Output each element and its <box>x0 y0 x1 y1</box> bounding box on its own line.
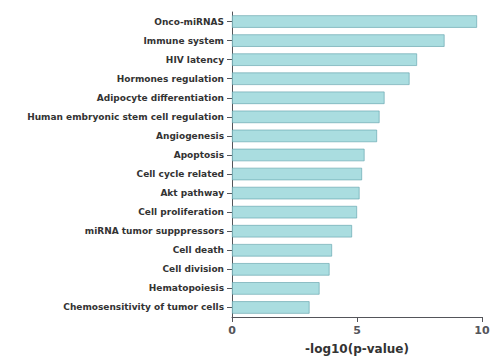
svg-text:5: 5 <box>353 324 361 337</box>
svg-text:Immune system: Immune system <box>143 36 224 46</box>
svg-text:Apoptosis: Apoptosis <box>174 150 224 160</box>
svg-text:Cell division: Cell division <box>162 264 224 274</box>
svg-text:Chemosensitivity of tumor cell: Chemosensitivity of tumor cells <box>63 302 224 312</box>
svg-text:Cell death: Cell death <box>173 245 224 255</box>
svg-text:miRNA tumor supppressors: miRNA tumor supppressors <box>85 226 224 236</box>
svg-text:Hormones regulation: Hormones regulation <box>117 74 224 84</box>
svg-text:Cell proliferation: Cell proliferation <box>138 207 224 217</box>
svg-text:Adipocyte differentiation: Adipocyte differentiation <box>97 93 224 103</box>
svg-text:Human embryonic stem cell regu: Human embryonic stem cell regulation <box>27 112 224 122</box>
svg-text:Cell cycle related: Cell cycle related <box>137 169 224 179</box>
svg-text:10: 10 <box>474 324 490 337</box>
svg-text:0: 0 <box>228 324 236 337</box>
svg-text:Angiogenesis: Angiogenesis <box>156 131 224 141</box>
svg-text:Onco-miRNAS: Onco-miRNAS <box>154 17 224 27</box>
svg-text:Akt pathway: Akt pathway <box>160 188 224 198</box>
svg-text:-log10(p-value): -log10(p-value) <box>305 342 409 356</box>
svg-text:Hematopoiesis: Hematopoiesis <box>149 283 224 293</box>
svg-text:HIV latency: HIV latency <box>166 55 224 65</box>
